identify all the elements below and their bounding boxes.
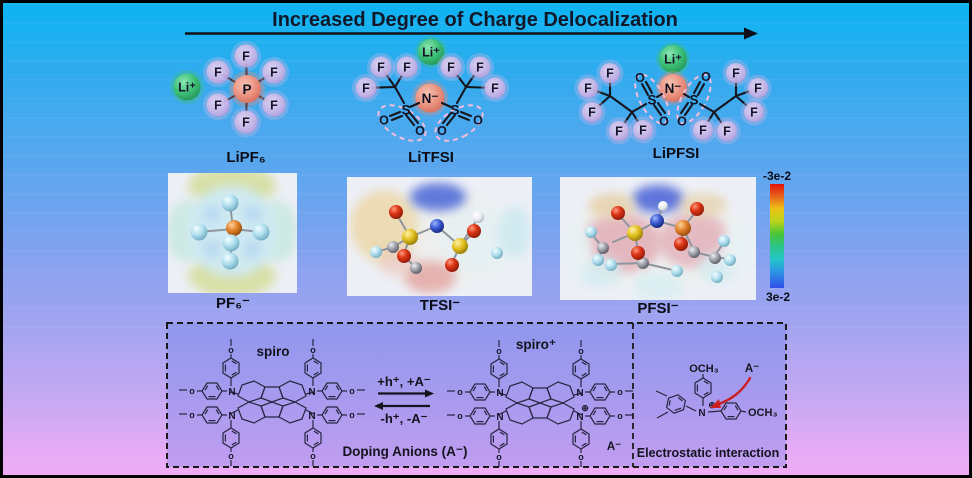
lithium-ion [659, 45, 687, 73]
anion-label: A⁻ [745, 363, 759, 375]
methoxy-right-label: OCH₃ [748, 407, 778, 419]
f-label: F [377, 61, 385, 75]
s-label: S [450, 103, 459, 118]
electrostatic-interaction-panel: OCH₃ OCH₃ N ⊕ A⁻ Electrostatic interacti… [637, 363, 779, 460]
esp-pf6-panel: PF₆⁻ [168, 173, 297, 312]
charge-region-highlight [377, 104, 427, 142]
n-anion-label: N⁻ [422, 91, 439, 106]
li-label: Li⁺ [178, 81, 196, 95]
o-label: O [701, 70, 711, 84]
f-label: F [750, 106, 758, 120]
radical-cation-symbol: ⊕ [581, 403, 589, 413]
f-label: F [447, 61, 455, 75]
f-label: F [615, 125, 623, 139]
o-label: O [379, 114, 389, 128]
reaction-box: spiro spiro⁺ ⊕ A⁻ +h⁺, +A⁻ -h⁺, -A⁻ Dopi… [166, 322, 787, 468]
doping-anions-label: Doping Anions (A⁻) [342, 444, 467, 459]
f-label: F [699, 124, 707, 138]
forward-reaction-label: +h⁺, +A⁻ [377, 374, 431, 389]
f-label: F [723, 125, 731, 139]
f-label: F [639, 124, 647, 138]
anion-label: A⁻ [607, 441, 621, 453]
f-label: F [584, 82, 592, 96]
colorbar-max-label: -3e-2 [763, 169, 791, 183]
lithium-ion [173, 73, 201, 101]
esp-pfsi-panel: PFSI⁻ [560, 177, 756, 317]
lipfsi-structure: Li⁺ N⁻ S S O O O O F F F F F F F F F F L… [574, 42, 772, 162]
f-label: F [754, 82, 762, 96]
reaction-box-border [166, 322, 787, 468]
tfsi-esp-label: TFSI⁻ [420, 297, 460, 314]
nitrogen-ball [430, 219, 444, 233]
f-label: F [270, 66, 278, 80]
s-label: S [689, 93, 698, 108]
spiro-label: spiro [256, 344, 289, 359]
plus-charge-symbol: ⊕ [708, 400, 716, 410]
phosphorus-ball [226, 220, 242, 236]
lipfsi-name: LiPFSI [653, 145, 700, 162]
charge-region-highlight [434, 104, 484, 142]
spiro-plus-label: spiro⁺ [516, 337, 556, 352]
f-label: F [732, 67, 740, 81]
o-label: O [473, 114, 483, 128]
li-label: Li⁺ [422, 46, 440, 60]
f-label: F [403, 61, 411, 75]
colorbar-min-label: 3e-2 [766, 290, 790, 304]
colorbar-gradient [770, 184, 784, 288]
li-label: Li⁺ [664, 53, 682, 67]
nitrogen-ball [650, 214, 664, 228]
o-label: O [415, 124, 425, 138]
attraction-arrow [710, 376, 752, 408]
s-label: S [647, 93, 656, 108]
delocalization-arrow [185, 27, 758, 40]
esp-tfsi-panel: TFSI⁻ [347, 177, 532, 314]
electrostatic-caption: Electrostatic interaction [637, 446, 779, 460]
litfsi-structure: Li⁺ N⁻ S S O O O O F F F F F F LiTFSI [352, 36, 509, 166]
f-label: F [270, 99, 278, 113]
f-label: F [242, 50, 250, 64]
f-label: F [491, 82, 499, 96]
o-label: O [437, 124, 447, 138]
o-label: O [659, 115, 669, 129]
n-cation-label: N [698, 408, 705, 419]
o-label: O [677, 115, 687, 129]
f-label: F [606, 67, 614, 81]
lipf6-structure: Li⁺ P F F F F F F LiPF₆ [170, 41, 289, 166]
methoxy-top-label: OCH₃ [689, 363, 719, 375]
p-label: P [242, 82, 251, 97]
o-label: O [635, 71, 645, 85]
reverse-reaction-label: -h⁺, -A⁻ [381, 411, 428, 426]
f-label: F [214, 99, 222, 113]
lithium-ion [418, 39, 444, 65]
n-anion-label: N⁻ [665, 81, 682, 96]
s-label: S [401, 103, 410, 118]
esp-colorbar: -3e-2 3e-2 [763, 169, 791, 304]
litfsi-name: LiTFSI [408, 149, 454, 166]
f-label: F [214, 66, 222, 80]
equilibrium-arrows [374, 389, 434, 410]
f-label: F [476, 61, 484, 75]
pfsi-esp-label: PFSI⁻ [637, 300, 678, 317]
f-label: F [362, 82, 370, 96]
arrow-head [744, 27, 758, 40]
f-label: F [242, 116, 250, 130]
figure-title: Increased Degree of Charge Delocalizatio… [272, 9, 678, 31]
header: Increased Degree of Charge Delocalizatio… [185, 9, 758, 40]
f-label: F [588, 106, 596, 120]
pf6-esp-label: PF₆⁻ [216, 295, 250, 312]
lipf6-name: LiPF₆ [226, 149, 265, 166]
